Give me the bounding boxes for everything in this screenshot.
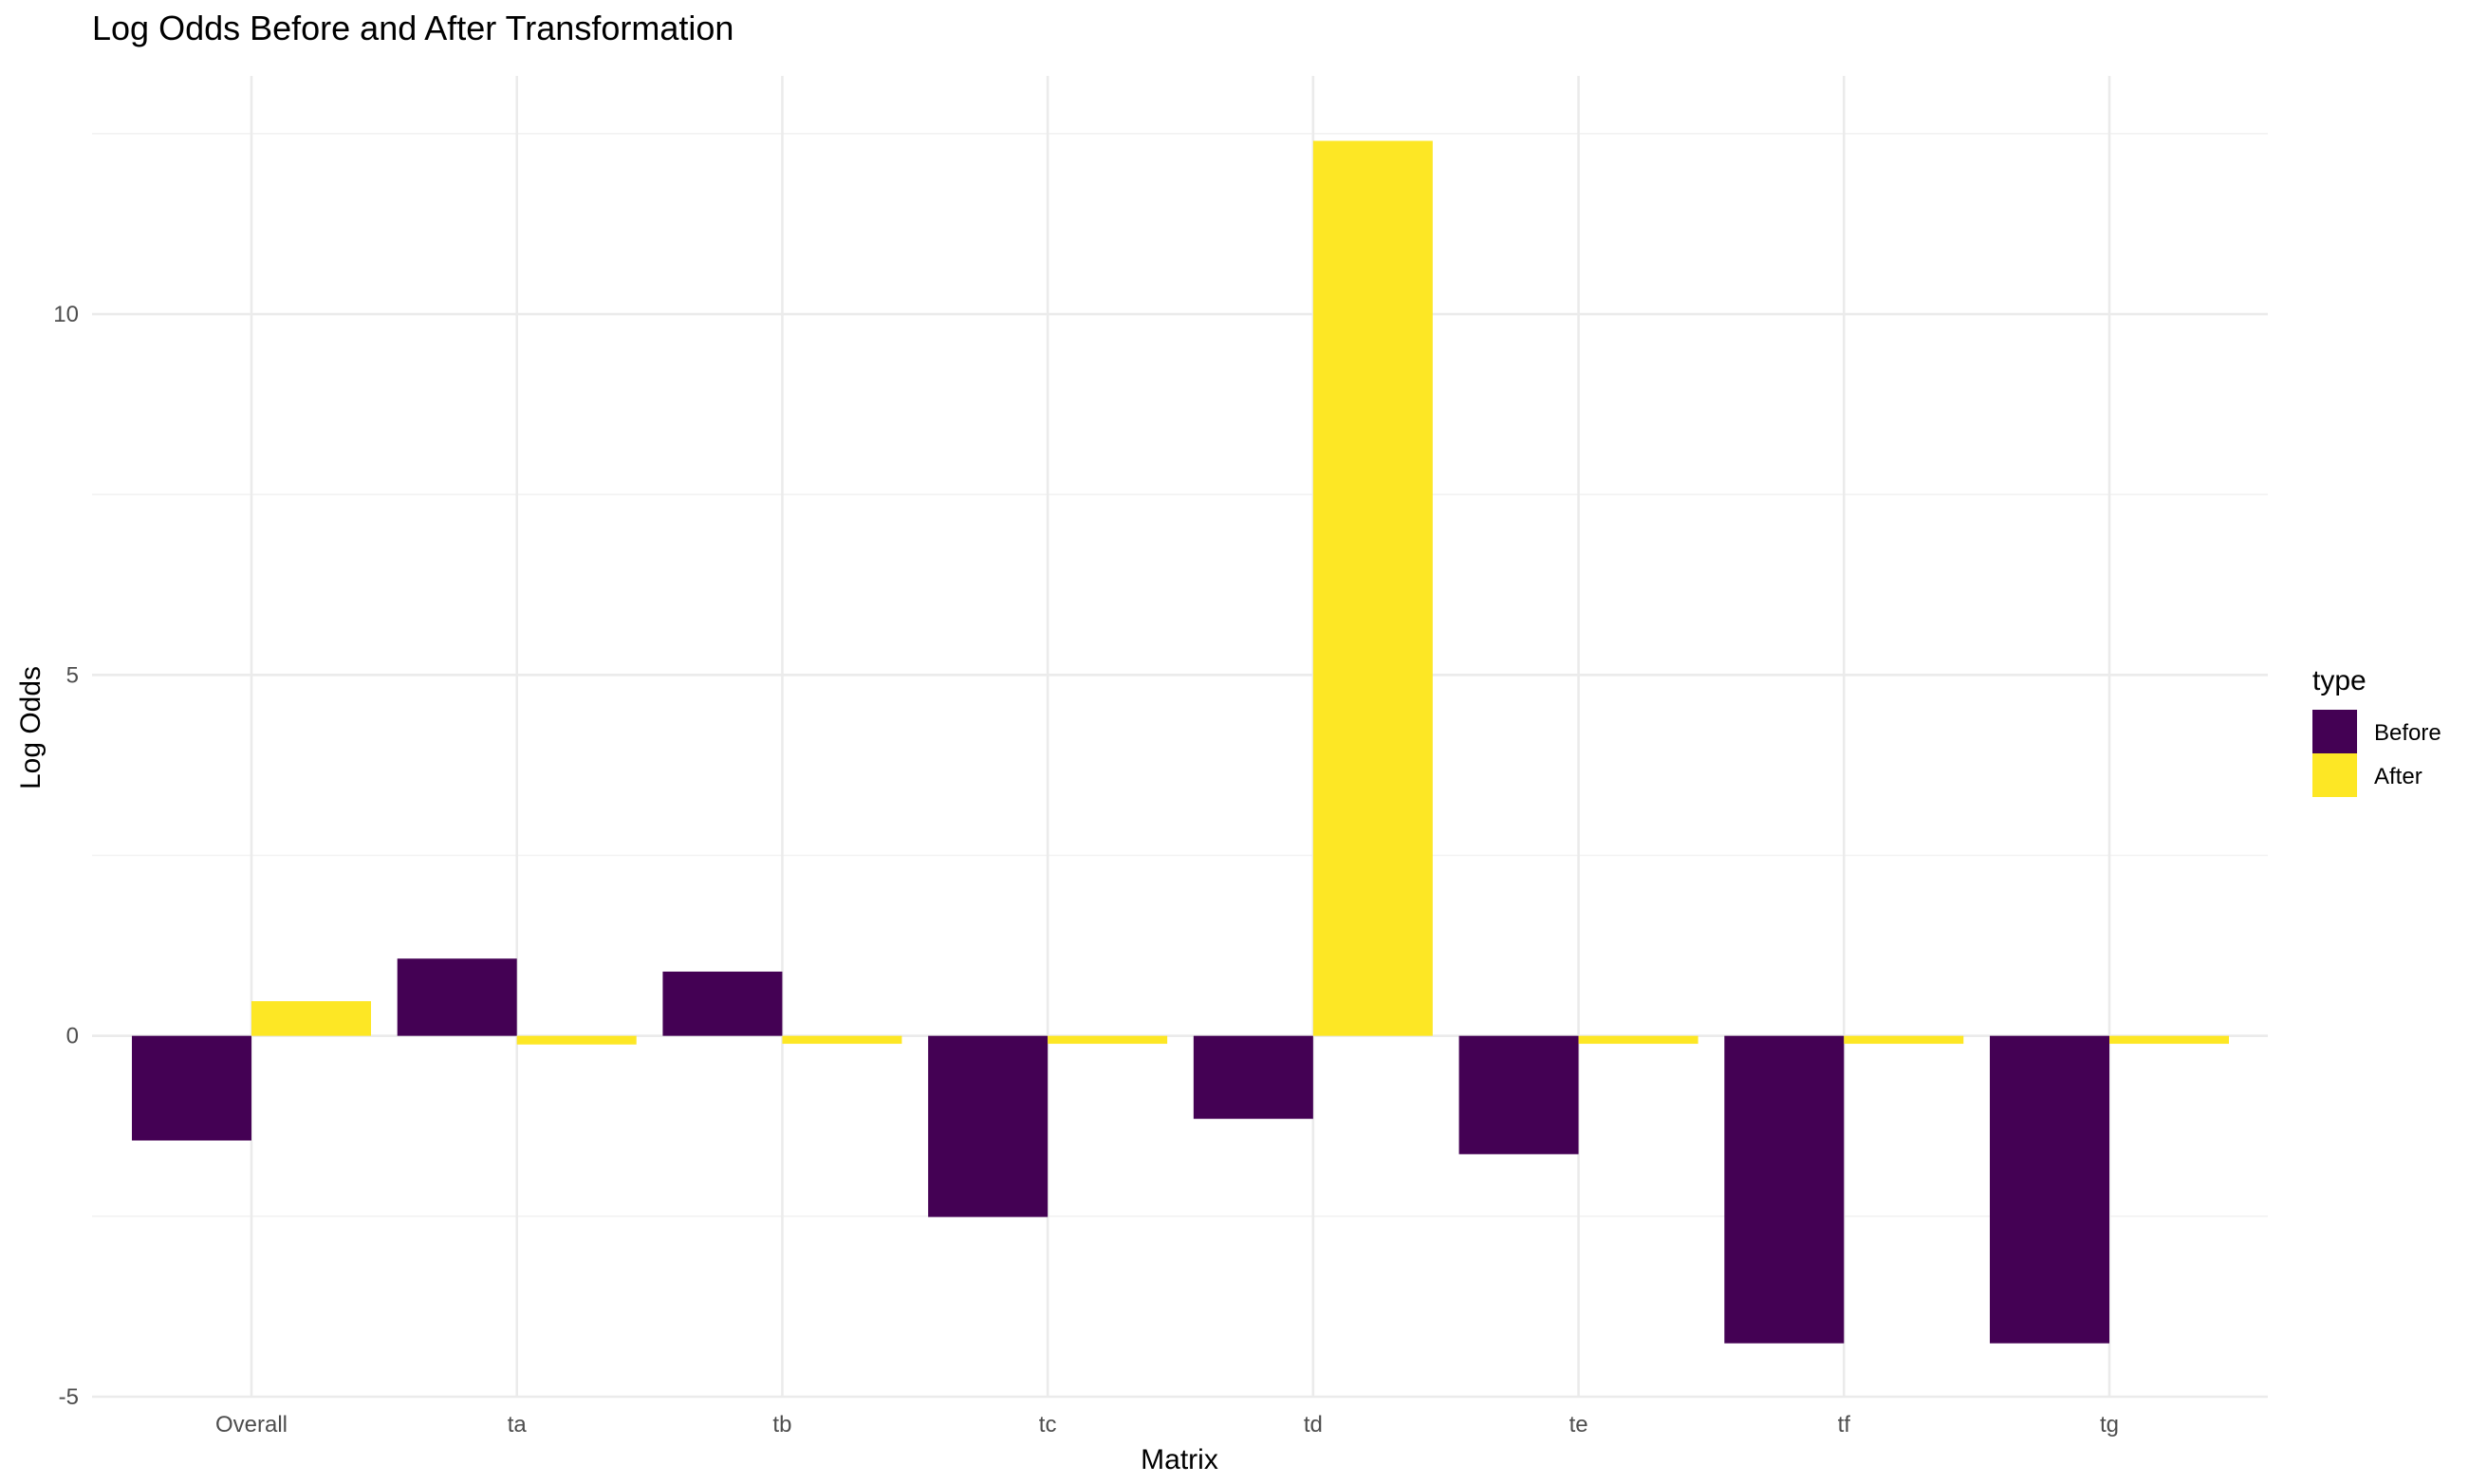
bar-before-tc — [928, 1035, 1049, 1217]
legend: type Before After — [2312, 665, 2441, 797]
x-tick-label: te — [1569, 1412, 1588, 1438]
bar-after-td — [1312, 140, 1433, 1036]
x-tick-label: tg — [2100, 1412, 2119, 1438]
bar-before-te — [1458, 1035, 1579, 1155]
bar-before-overall — [132, 1035, 251, 1141]
x-tick-label: td — [1304, 1412, 1323, 1438]
bars-layer — [132, 140, 2229, 1344]
bar-after-tb — [782, 1035, 902, 1045]
bar-after-tf — [1844, 1035, 1964, 1045]
ticks-layer: -5 0 5 10 Overall ta tb tc td te tf tg — [53, 302, 2119, 1438]
x-tick-label: tc — [1039, 1412, 1057, 1438]
bar-before-td — [1193, 1035, 1313, 1120]
y-axis-title: Log Odds — [15, 666, 46, 789]
bar-after-tc — [1048, 1035, 1168, 1045]
y-tick-label: 5 — [66, 662, 79, 688]
bar-before-ta — [397, 958, 517, 1036]
legend-label-after: After — [2374, 764, 2423, 789]
legend-key-before — [2312, 710, 2357, 753]
bar-after-te — [1578, 1035, 1699, 1045]
bar-before-tf — [1724, 1035, 1845, 1344]
x-tick-label: tb — [772, 1412, 791, 1438]
grid-layer — [92, 76, 2268, 1399]
bar-after-overall — [251, 1001, 371, 1036]
bar-before-tb — [662, 971, 783, 1036]
x-tick-label: tf — [1838, 1412, 1851, 1438]
bar-after-ta — [516, 1035, 637, 1045]
bar-after-tg — [2109, 1035, 2229, 1045]
bar-before-tg — [1990, 1035, 2109, 1344]
chart-title: Log Odds Before and After Transformation — [92, 9, 733, 47]
y-tick-label: 10 — [53, 302, 79, 327]
x-tick-label: ta — [508, 1412, 528, 1438]
legend-key-after — [2312, 753, 2357, 797]
legend-title: type — [2312, 665, 2367, 696]
x-axis-title: Matrix — [1141, 1444, 1218, 1475]
x-tick-label: Overall — [215, 1412, 288, 1438]
y-tick-label: -5 — [59, 1384, 79, 1410]
y-tick-label: 0 — [66, 1024, 79, 1049]
legend-label-before: Before — [2374, 720, 2441, 746]
